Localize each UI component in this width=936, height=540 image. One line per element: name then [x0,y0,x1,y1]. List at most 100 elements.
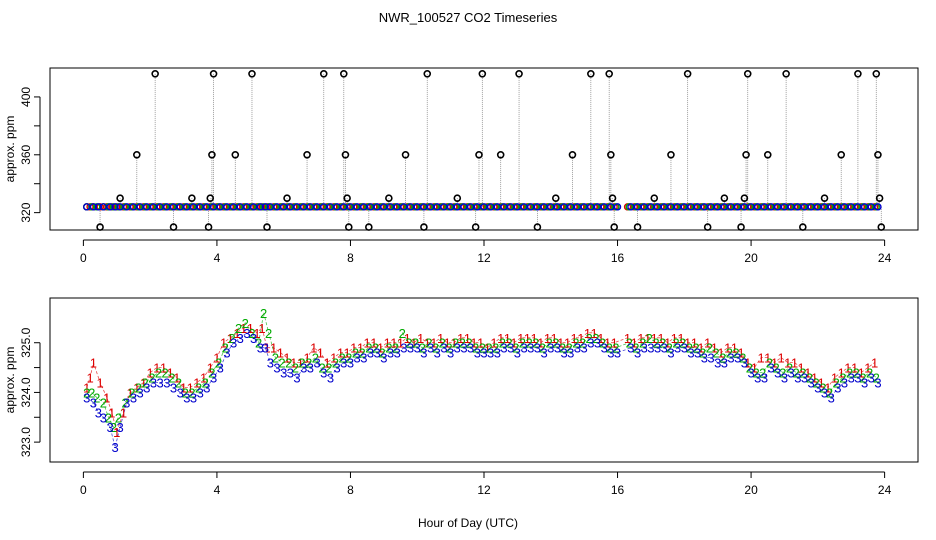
series-2-point: 2 [726,346,733,361]
spike-point [423,69,432,78]
series-2-point: 2 [853,366,860,381]
series-2-point: 2 [505,336,512,351]
series-2-point: 2 [255,336,262,351]
series-3-point: 3 [601,341,608,356]
series-2-point: 2 [719,351,726,366]
spike-point [453,194,462,202]
series-2-point: 2 [606,341,613,356]
series-1-point: 1 [357,341,364,356]
series-2-point: 2 [425,336,432,351]
series-3-point: 3 [561,346,568,361]
series-1-point: 1 [103,390,110,405]
series-2-point: 2 [248,326,255,341]
series-1-point: 1 [317,346,324,361]
series-1-point: 1 [180,380,187,395]
series-2-point: 2 [672,336,679,351]
series-1-line [86,327,875,434]
series-2-point: 2 [459,336,466,351]
series-2-point: 2 [305,356,312,371]
series-1-point: 1 [350,341,357,356]
series-1-point: 1 [564,336,571,351]
series-2-point: 2 [260,306,267,321]
series-1-point: 1 [677,331,684,346]
series-1-point: 1 [147,366,154,381]
series-3-point: 3 [534,341,541,356]
spike-point [401,150,410,159]
spike-point [248,69,256,78]
spike-point [533,223,542,231]
series-2-point: 2 [586,331,593,346]
series-1-point: 1 [831,371,838,386]
spike-point [475,150,483,159]
x-tick-label: 12 [477,483,491,497]
series-3-point: 3 [474,346,481,361]
series-3-point: 3 [95,405,102,420]
series-1-point: 1 [864,361,871,376]
series-2-point: 2 [148,371,155,386]
series-2-point: 2 [235,321,242,336]
series-3-point: 3 [674,341,681,356]
baseline-point [111,203,119,211]
series-3-point: 3 [801,371,808,386]
series-3-point: 3 [781,371,788,386]
baseline-point [613,203,622,211]
baseline-point [261,203,270,211]
spike-point [877,223,886,231]
series-1-point: 1 [310,341,317,356]
series-2-point: 2 [392,341,399,356]
series-3-point: 3 [514,346,521,361]
series-1-point: 1 [631,336,638,351]
spike-point [204,223,213,231]
series-2-point: 2 [492,341,499,356]
spike-point [169,223,178,231]
series-3-point: 3 [190,390,197,405]
series-1-point: 1 [664,336,671,351]
baseline-point [94,203,103,211]
spike-point [737,223,745,231]
series-1-point: 1 [784,356,791,371]
series-1-point: 1 [263,341,270,356]
series-1-point: 1 [757,351,764,366]
series-2-point: 2 [786,361,793,376]
series-3-point: 3 [327,371,334,386]
series-1-point: 1 [530,331,537,346]
series-1-point: 1 [844,361,851,376]
series-1-point: 1 [233,326,240,341]
series-3-point: 3 [540,346,547,361]
series-2-point: 2 [188,385,195,400]
series-2-point: 2 [799,366,806,381]
series-3-point: 3 [420,346,427,361]
series-2-point: 2 [182,385,189,400]
series-2-point: 2 [399,326,406,341]
spike-point [283,194,291,202]
y-tick-label: 360 [19,144,33,164]
series-1-point: 1 [851,361,858,376]
series-3-point: 3 [661,341,668,356]
series-2-point: 2 [772,361,779,376]
series-3-point: 3 [400,341,407,356]
series-2-point: 2 [110,420,117,435]
series-3-point: 3 [701,351,708,366]
series-3-point: 3 [607,346,614,361]
series-2-point: 2 [686,341,693,356]
y-tick-label: 400 [19,87,33,107]
series-3-line [86,332,879,448]
spike-point [587,69,595,78]
series-3-point: 3 [627,341,634,356]
series-2-point: 2 [195,380,202,395]
series-2-point: 2 [168,371,175,386]
series-3-point: 3 [394,346,401,361]
top-axes: 0 4 8 12 16 20 24 320 360 400 [19,87,892,265]
series-3-point: 3 [654,341,661,356]
series-3-point: 3 [106,420,113,435]
series-2-point: 2 [779,366,786,381]
series-2-line [86,312,877,429]
series-1-point: 1 [283,351,290,366]
series-2-point: 2 [359,346,366,361]
series-1-point: 1 [430,336,437,351]
series-3-point: 3 [380,351,387,366]
series-2-point: 2 [732,346,739,361]
spike-point [703,223,712,231]
series-3-point: 3 [814,380,821,395]
